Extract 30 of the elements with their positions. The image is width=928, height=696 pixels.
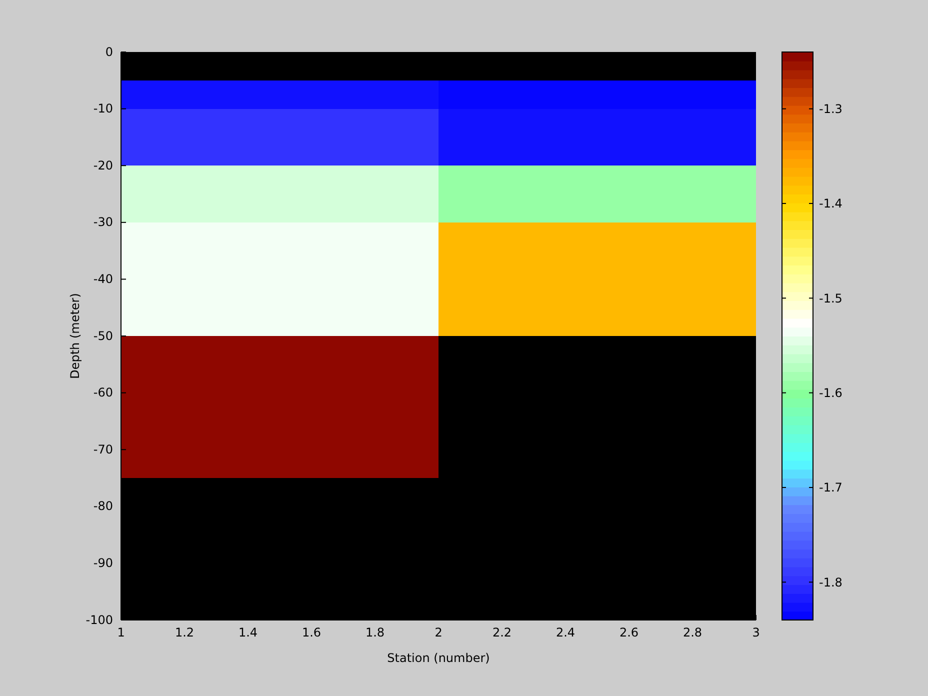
x-tick-label: 2.2 [492,626,512,640]
y-tick-label: -100 [86,612,113,627]
x-tick-label: 1.8 [365,626,385,640]
y-tick-label: -50 [93,328,113,343]
y-tick-label: -60 [93,386,113,400]
x-tick-label: 2 [434,626,442,640]
color-bar-label: -1.5 [819,291,842,306]
y-tick-label: -80 [93,499,113,514]
color-bar-label: -1.7 [819,480,842,495]
x-tick-label: 1 [117,626,125,640]
x-tick-label: 2.8 [682,626,702,640]
color-bar-label: -1.6 [819,386,842,400]
y-axis-title: Depth (meter) [68,293,82,379]
y-tick-label: -70 [93,442,113,456]
y-tick-label: -10 [93,102,113,116]
x-tick-label: 2.6 [619,626,639,640]
y-tick-label: -20 [93,158,113,172]
y-tick-label: 0 [105,44,113,59]
x-tick-label: 2.4 [556,626,576,640]
color-bar-label: -1.8 [819,575,842,590]
y-tick-label: -90 [93,556,113,570]
y-tick-label: -30 [93,215,113,230]
x-axis-title: Station (number) [387,651,490,665]
color-bar-label: -1.3 [819,102,842,116]
x-tick-label: 1.6 [302,626,322,640]
color-bar-label: -1.4 [819,196,842,211]
x-tick-label: 1.2 [174,626,194,640]
x-tick-label: 3 [752,626,760,640]
x-tick-label: 1.4 [238,626,258,640]
y-tick-label: -40 [93,272,113,286]
